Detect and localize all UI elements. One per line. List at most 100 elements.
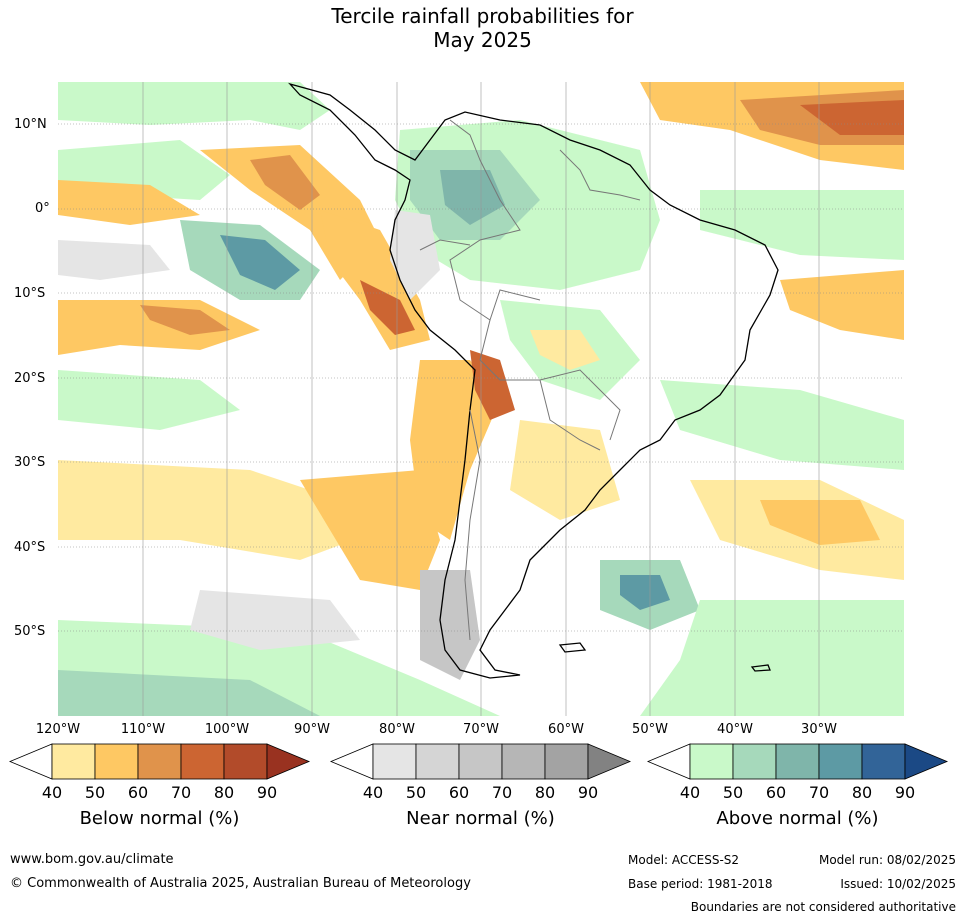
field-above-atlantic-east [700,190,904,260]
field-below-band-2-core [360,280,415,335]
near-tick-label: 50 [405,783,427,802]
near-tick-label: 90 [577,783,599,802]
lon-label-110w: 110°W [120,722,166,737]
below-extend-high [266,743,311,780]
field-above-north-pacific [58,82,330,130]
near-tick-label: 70 [491,783,513,802]
forecast-map [58,82,904,716]
field-above-south-ocean-core [58,670,320,716]
lon-label-90w: 90°W [294,722,330,737]
field-below-chile [410,360,500,540]
above-swatch-3 [775,743,820,780]
near-tick-label: 40 [362,783,384,802]
below-tick-label: 80 [213,783,235,802]
above-tick-label: 50 [722,783,744,802]
lon-label-30w: 30°W [801,722,837,737]
above-swatch-5 [861,743,906,780]
field-below-south-pacific [58,300,260,355]
above-tick-label: 60 [765,783,787,802]
lat-label-40s: 40°S [14,540,46,555]
below-swatch-1 [51,743,96,780]
near-swatch-4 [501,743,546,780]
field-below-south-pacific-core [140,305,230,335]
field-near-andes [390,210,440,300]
title-line-2: May 2025 [433,28,532,52]
colorbar-title-above: Above normal (%) [716,808,879,829]
field-above-south-pacific [58,370,240,430]
field-near-patagonia [420,570,480,680]
below-tick-label: 70 [170,783,192,802]
colorbar-above-normal [646,743,949,780]
field-below-midlat-pacific-2 [300,470,440,590]
above-extend-low [646,743,691,780]
field-above-south-atlantic-2 [640,600,904,716]
coastline [288,82,779,679]
below-extend-low [8,743,53,780]
near-tick-label: 80 [534,783,556,802]
near-swatch-3 [458,743,503,780]
below-tick-label: 60 [127,783,149,802]
above-swatch-2 [732,743,777,780]
below-tick-label: 50 [84,783,106,802]
field-above-south-atlantic [660,380,904,470]
lon-label-40w: 40°W [717,722,753,737]
lat-label-0: 0° [35,201,50,216]
near-extend-low [329,743,374,780]
field-above-east-pacific-core [220,235,300,290]
colorbar-near-normal [329,743,632,780]
near-swatch-5 [544,743,589,780]
field-above-amazon-core-2 [440,170,505,225]
footer-disclaimer: Boundaries are not considered authoritat… [690,900,956,914]
field-below-band-1-core [250,155,320,210]
lon-label-120w: 120°W [35,722,81,737]
above-swatch-1 [689,743,734,780]
field-below-argentina [510,420,620,520]
below-tick-label: 40 [41,783,63,802]
field-above-falklands-core [620,575,670,610]
footer-model-run: Model run: 08/02/2025 [818,853,956,867]
footer-copyright: © Commonwealth of Australia 2025, Austra… [10,876,471,891]
below-swatch-3 [137,743,182,780]
above-tick-label: 80 [851,783,873,802]
below-swatch-4 [180,743,225,780]
above-swatch-4 [818,743,863,780]
lon-label-100w: 100°W [204,722,250,737]
lon-label-50w: 50°W [632,722,668,737]
lon-label-60w: 60°W [548,722,584,737]
probability-fields [58,82,904,716]
lat-label-10s: 10°S [14,286,46,301]
below-tick-label: 90 [256,783,278,802]
colorbar-below-normal [8,743,311,780]
below-swatch-5 [223,743,268,780]
field-below-midlat-pacific [58,460,380,560]
footer-url[interactable]: www.bom.gov.au/climate [10,852,174,867]
lat-label-30s: 30°S [14,455,46,470]
above-extend-high [904,743,949,780]
field-below-equator-pacific [58,180,200,225]
colorbar-title-near: Near normal (%) [406,808,555,829]
colorbar-title-below: Below normal (%) [79,808,240,829]
near-extend-high [587,743,632,780]
country-borders [419,119,641,641]
map-title: Tercile rainfall probabilities for May 2… [0,4,965,52]
field-below-brazil [530,330,600,370]
title-line-1: Tercile rainfall probabilities for [331,4,634,28]
lat-label-20s: 20°S [14,371,46,386]
near-swatch-1 [372,743,417,780]
lon-label-80w: 80°W [379,722,415,737]
above-tick-label: 40 [679,783,701,802]
near-swatch-2 [415,743,460,780]
field-below-south-atlantic-core [760,500,880,545]
above-tick-label: 70 [808,783,830,802]
lat-label-50s: 50°S [14,624,46,639]
lon-label-70w: 70°W [463,722,499,737]
near-tick-label: 60 [448,783,470,802]
field-below-atlantic-core-2 [800,100,904,135]
footer-model: Model: ACCESS-S2 [628,853,740,867]
meridians [142,82,820,716]
field-near-south-ocean [190,590,360,650]
lat-label-10n: 10°N [14,117,47,132]
field-below-atlantic-south [780,270,904,340]
above-tick-label: 90 [894,783,916,802]
field-near-south-pacific [58,240,170,280]
